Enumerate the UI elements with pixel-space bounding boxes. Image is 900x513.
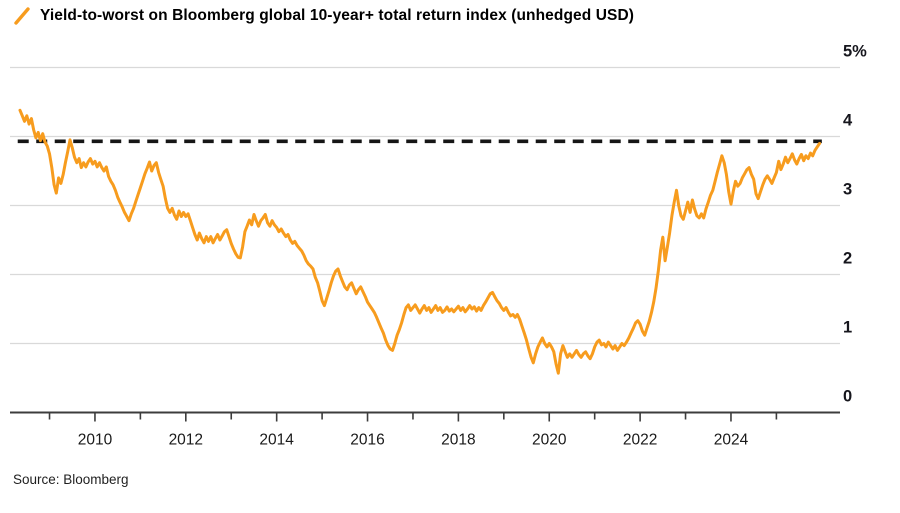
- y-tick-label: 3: [843, 181, 852, 199]
- y-tick-label: 0: [843, 388, 852, 406]
- y-tick-label: 4: [843, 112, 853, 130]
- x-tick-label: 2022: [623, 432, 657, 449]
- legend: Yield-to-worst on Bloomberg global 10-ye…: [13, 5, 634, 27]
- y-tick-label: 2: [843, 250, 852, 268]
- x-tick-label: 2018: [441, 432, 475, 449]
- x-tick-label: 2024: [714, 432, 749, 449]
- x-tick-label: 2016: [350, 432, 384, 449]
- yield-line: [18, 108, 822, 375]
- orange-slash-icon: [14, 7, 30, 25]
- x-tick-label: 2014: [259, 432, 294, 449]
- x-tick-label: 2010: [78, 432, 113, 449]
- x-tick-label: 2012: [169, 432, 203, 449]
- chart-title: Yield-to-worst on Bloomberg global 10-ye…: [40, 7, 635, 24]
- source-note: Source: Bloomberg: [13, 472, 129, 487]
- x-tick-label: 2020: [532, 432, 567, 449]
- y-tick-label: 5%: [843, 43, 867, 61]
- y-tick-label: 1: [843, 319, 852, 337]
